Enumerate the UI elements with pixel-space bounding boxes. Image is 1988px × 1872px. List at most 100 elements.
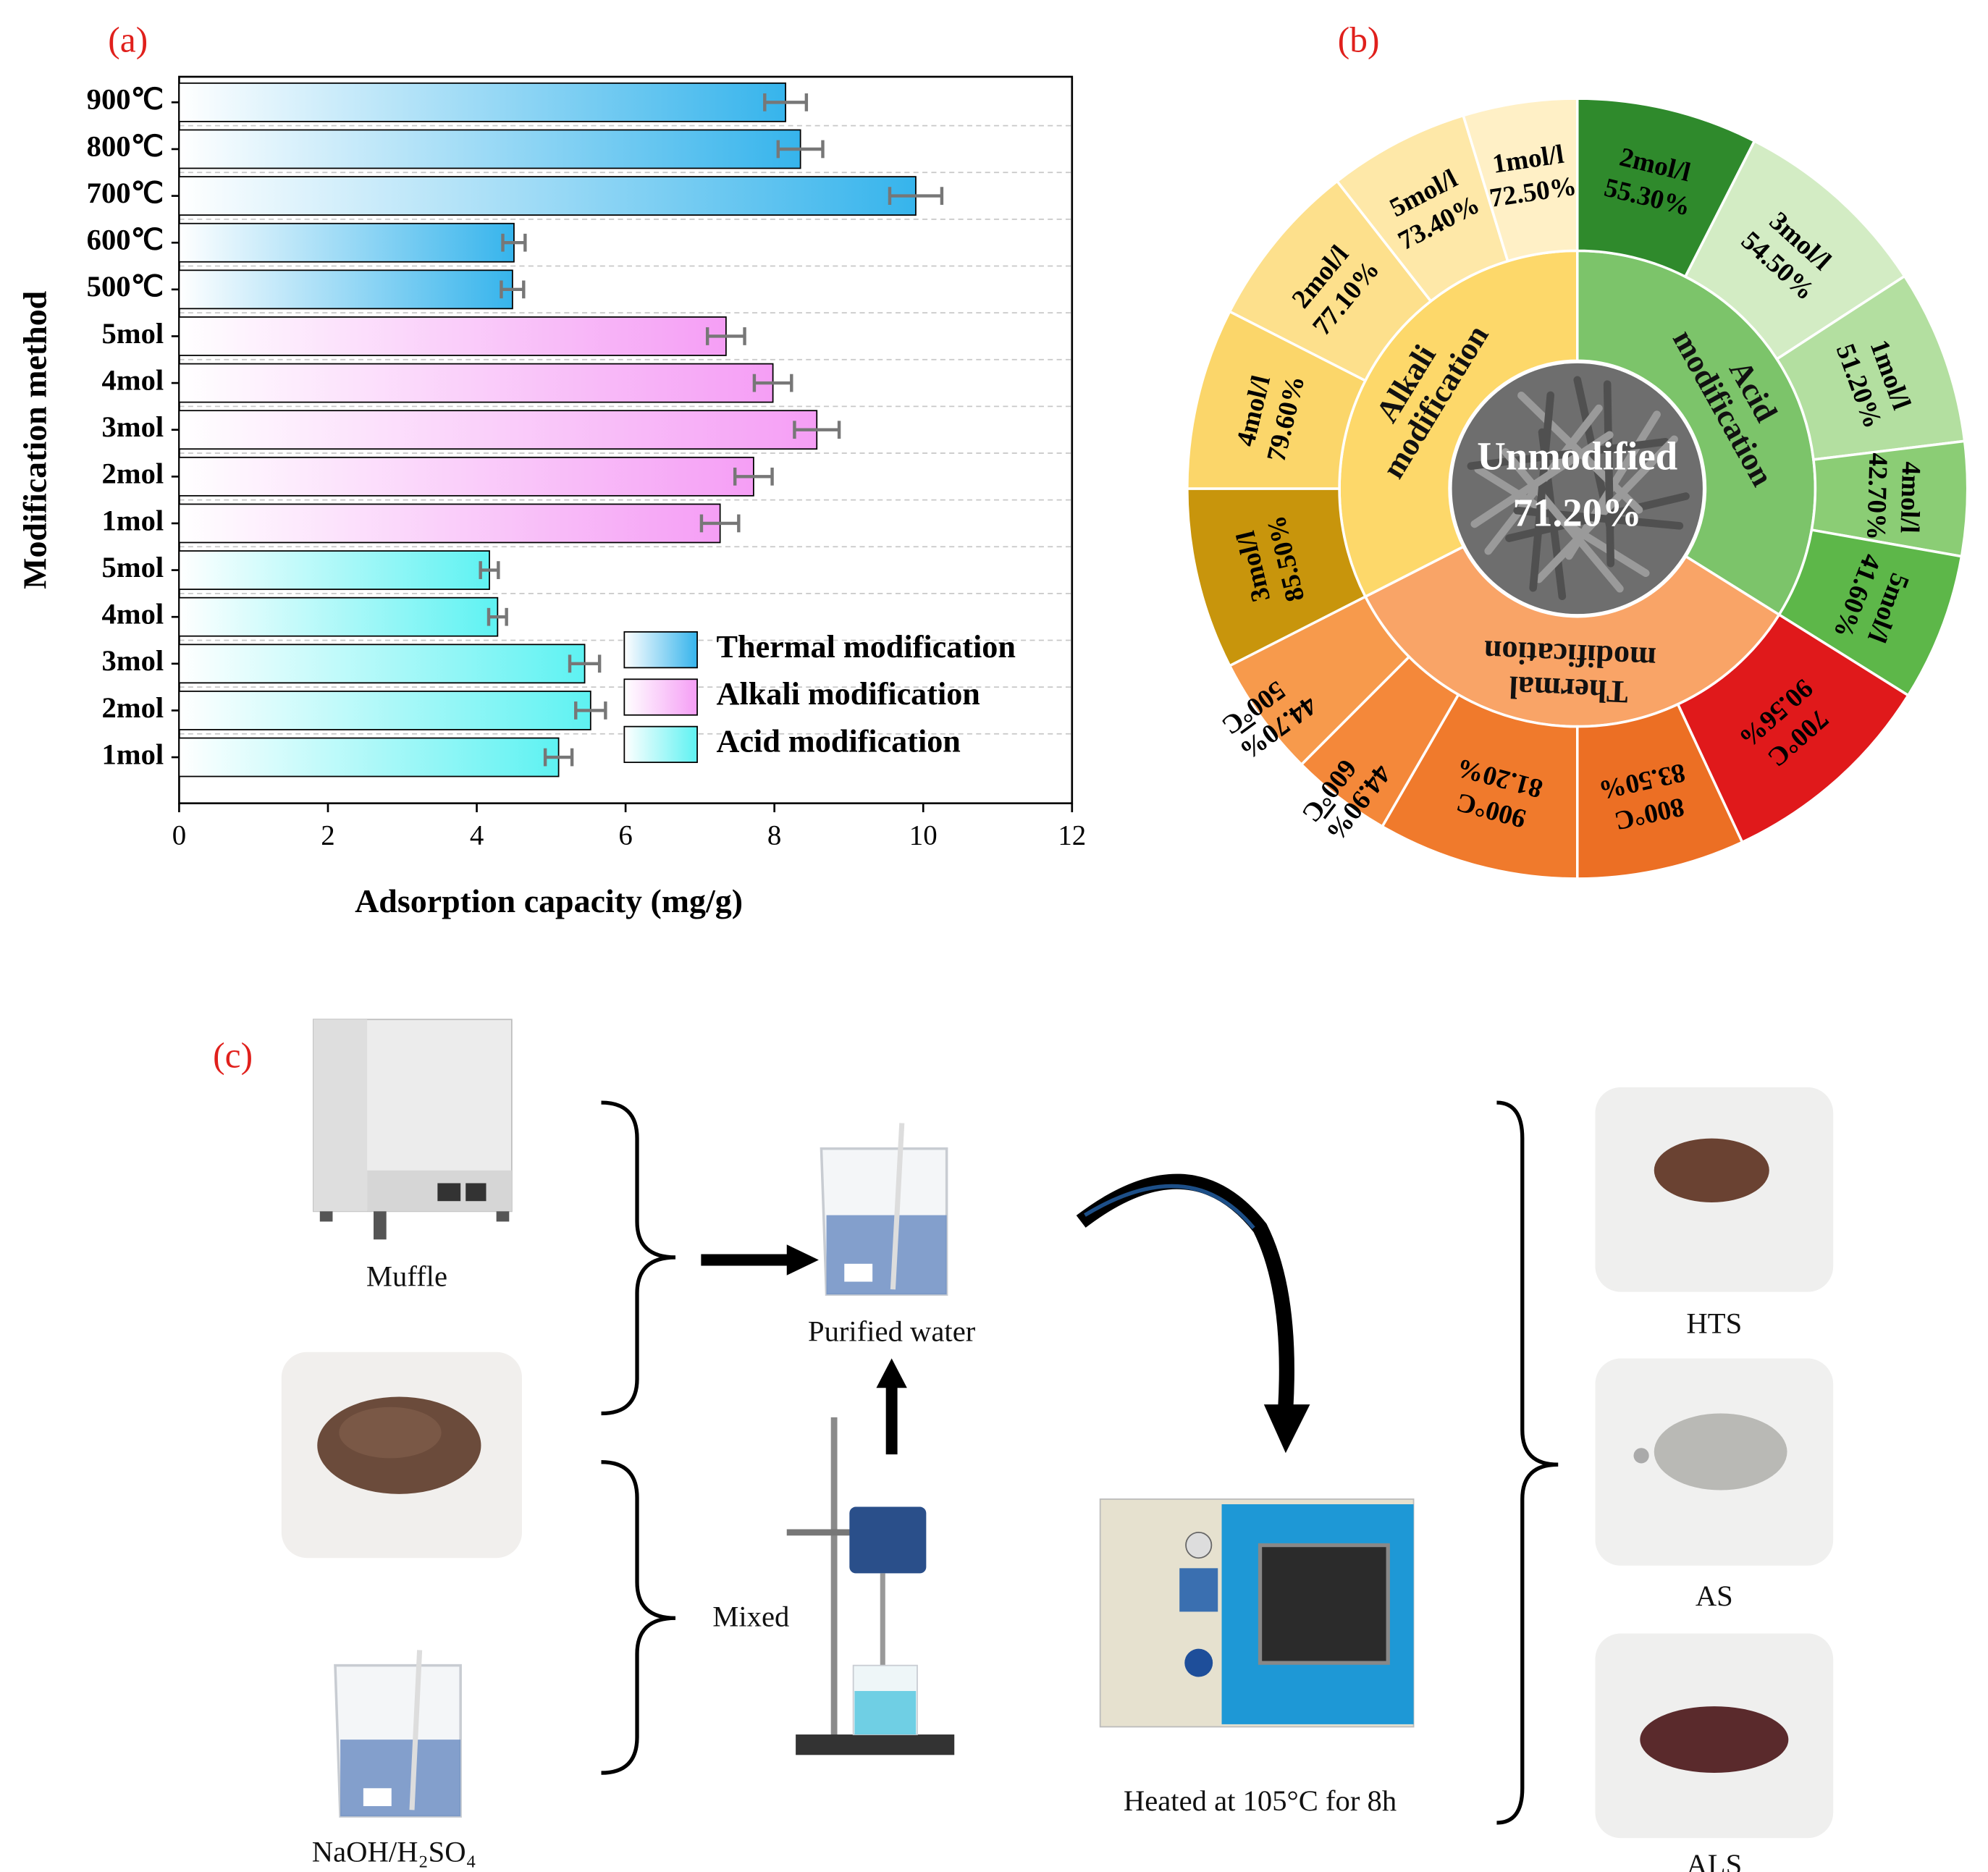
node-label: Muffle — [366, 1260, 447, 1292]
error-bar — [776, 140, 825, 159]
error-bar — [763, 93, 809, 111]
x-tick-label: 0 — [172, 819, 186, 851]
node-label: Heated at 105°C for 8h — [1124, 1784, 1397, 1817]
node-label: NaOH/H₂SO₄ — [312, 1835, 476, 1868]
segment-label: 4mol/l42.70% — [1861, 452, 1926, 541]
x-axis-label: Adsorption capacity (mg/g) — [355, 882, 743, 919]
node-label: HTS — [1686, 1307, 1742, 1340]
texture — [1513, 506, 1684, 530]
legend-label: Thermal modification — [717, 629, 1016, 665]
arrow — [876, 1358, 907, 1455]
stirrer — [786, 1417, 955, 1755]
legend-label: Acid modification — [717, 724, 961, 759]
bracket — [1496, 1100, 1559, 1825]
bar — [178, 410, 818, 450]
legend-swatch — [623, 678, 698, 716]
texture — [1467, 437, 1669, 471]
node-label: Mixed — [712, 1600, 789, 1632]
y-tick-label: 5mol — [101, 317, 164, 350]
y-tick-label: 3mol — [101, 644, 164, 677]
error-bar — [543, 748, 574, 767]
x-tick-label: 10 — [909, 819, 938, 851]
group-label-box: Thermal modification — [1483, 633, 1657, 709]
bar — [178, 550, 490, 590]
texture — [1501, 448, 1624, 593]
panel-a: (a) 900℃ 800℃ 700℃ 600℃ 500℃ 5mol 4mol 3mol 2mol 1… — [17, 20, 1087, 919]
error-bar — [501, 233, 527, 252]
pointer — [1323, 803, 1336, 819]
error-bar — [733, 467, 774, 486]
beaker — [334, 1650, 462, 1818]
y-tick-label: 4mol — [101, 363, 164, 396]
error-bar — [752, 374, 793, 392]
error-bar — [699, 514, 741, 533]
x-tick-label: 8 — [767, 819, 781, 851]
powder-photo — [281, 1352, 522, 1559]
y-tick-label: 600℃ — [87, 224, 164, 256]
bar — [178, 363, 774, 403]
center-value: 71.20% — [1513, 490, 1642, 534]
bar — [178, 456, 754, 497]
bracket — [601, 1100, 676, 1416]
texture — [1535, 435, 1678, 583]
y-tick-label: 4mol — [101, 598, 164, 631]
error-bar — [500, 280, 526, 299]
panel-b: (b) Acid modification2mol/l55.30%3mol/l5… — [1186, 20, 1969, 880]
error-bar — [574, 701, 607, 720]
bar — [178, 129, 801, 169]
error-bar — [568, 654, 602, 673]
muffle-furnace — [313, 1019, 513, 1240]
segment-value: 42.70% — [1861, 452, 1892, 541]
error-bar — [479, 561, 500, 579]
product-photo — [1595, 1087, 1834, 1292]
y-tick-label: 2mol — [101, 691, 164, 724]
node-label: ALS — [1686, 1848, 1742, 1872]
group-label: Thermal modification — [1483, 633, 1657, 709]
bar — [178, 596, 499, 637]
y-tick-label: 5mol — [101, 551, 164, 583]
x-tick-label: 12 — [1058, 819, 1086, 851]
vacuum-oven — [1099, 1498, 1415, 1728]
legend-label: Alkali modification — [717, 676, 980, 712]
arrow — [701, 1244, 819, 1276]
legend-swatch — [623, 631, 698, 669]
y-axis-label: Modification method — [17, 290, 54, 589]
texture — [1603, 380, 1615, 568]
beaker — [820, 1123, 948, 1296]
x-tick-label: 2 — [321, 819, 334, 851]
bracket — [601, 1460, 676, 1775]
bar — [178, 316, 727, 356]
bar — [178, 644, 586, 684]
segment-name: 4mol/l — [1895, 461, 1926, 534]
pointer — [1240, 721, 1257, 734]
segment — [1461, 97, 1579, 263]
texture — [1529, 391, 1555, 592]
panel-title: (a) — [108, 20, 148, 59]
x-tick-label: 6 — [618, 819, 632, 851]
y-tick-label: 900℃ — [87, 83, 164, 116]
x-tick-label: 4 — [470, 819, 484, 851]
y-tick-label: 800℃ — [87, 130, 164, 162]
bar — [178, 269, 513, 310]
y-tick-label: 500℃ — [87, 270, 164, 303]
y-tick-label: 3mol — [101, 410, 164, 443]
panel-c: (c) Muffle NaOH/H₂SO₄ Purified water Mix… — [213, 1019, 1834, 1872]
error-bar — [705, 327, 746, 345]
bar — [178, 503, 721, 544]
bar — [178, 176, 917, 216]
node-label: Purified water — [808, 1315, 976, 1347]
node-label: AS — [1696, 1580, 1733, 1612]
legend-swatch — [623, 725, 698, 764]
center-image — [1452, 363, 1703, 615]
product-photo — [1595, 1633, 1834, 1839]
product-photo — [1595, 1358, 1834, 1566]
bar — [178, 737, 560, 777]
bar — [178, 691, 591, 730]
y-tick-label: 2mol — [101, 458, 164, 490]
panel-title: (b) — [1338, 20, 1380, 59]
texture — [1470, 431, 1614, 528]
error-bar — [793, 421, 841, 439]
error-bar — [487, 607, 508, 626]
bar — [178, 82, 786, 122]
